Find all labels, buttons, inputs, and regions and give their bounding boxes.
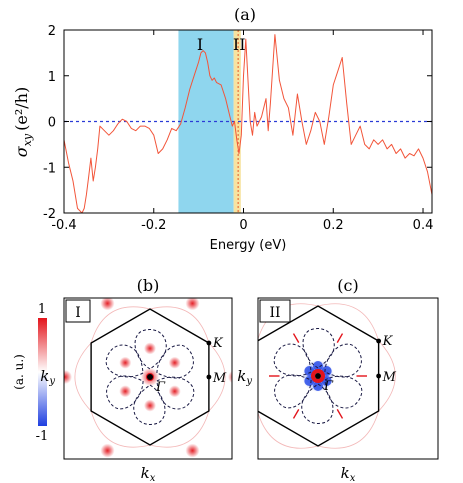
- brillouin-zone-c: [258, 305, 380, 447]
- map-frame-b: [63, 297, 233, 460]
- y-axis-label-b: ky: [40, 367, 55, 387]
- gamma-label-c: Γ: [323, 379, 334, 394]
- panel-c-label: (c): [337, 276, 358, 295]
- panel-c: (c) II K M Γ kx ky: [237, 276, 439, 483]
- x-tick-label: -0.2: [141, 218, 166, 233]
- region-box-b: [65, 299, 91, 323]
- gamma-point-b: [147, 374, 153, 380]
- x-tick-label: 0: [239, 218, 247, 233]
- region-tag-c: II: [269, 305, 280, 321]
- x-axis-label-b: kx: [141, 464, 156, 483]
- y-tick-label: -1: [43, 161, 56, 176]
- k-point-c: [376, 338, 382, 344]
- region-shading: [178, 30, 241, 213]
- colorbar-min-label: -1: [36, 429, 49, 444]
- x-tick-label: -0.4: [51, 218, 76, 233]
- y-axis-label-sub: xy: [21, 133, 34, 146]
- m-label-b: M: [212, 371, 227, 386]
- region-box-c: [259, 299, 291, 323]
- gamma-label-b: Γ: [155, 380, 166, 395]
- region-1-band: [178, 30, 234, 213]
- x-tick-label: 0.4: [413, 218, 434, 233]
- x-axis-ticks: -0.4 -0.2 0 0.2 0.4: [51, 30, 433, 233]
- m-point-b: [206, 374, 212, 380]
- region-2-label: II: [233, 35, 246, 54]
- y-tick-label: 0: [48, 116, 56, 131]
- panel-b-label: (b): [137, 276, 160, 295]
- k-label-c: K: [382, 334, 394, 349]
- region-tag-b: I: [75, 305, 81, 321]
- y-axis-ticks: -2 -1 0 1 2: [43, 24, 432, 222]
- x-tick-label: 0.2: [323, 218, 344, 233]
- y-tick-label: 2: [48, 24, 56, 39]
- berry-curvature-map-c: [258, 298, 438, 459]
- colorbar: 1 -1 (a. u.): [12, 302, 48, 444]
- panel-a-label: (a): [234, 5, 256, 24]
- colorbar-max-label: 1: [38, 302, 46, 317]
- sigma-xy-series: [64, 34, 432, 213]
- x-axis-label: Energy (eV): [210, 238, 287, 253]
- y-tick-label: -2: [43, 207, 56, 222]
- region-labels: I II: [197, 35, 246, 54]
- gamma-point-c: [315, 373, 321, 379]
- y-axis-label-unit: (e²/h): [12, 87, 31, 131]
- k-label-b: K: [212, 336, 224, 351]
- colorbar-gradient: [38, 318, 47, 426]
- m-point-c: [376, 373, 382, 379]
- y-axis-label: σxy (e²/h): [12, 87, 34, 157]
- region-2-band: [233, 30, 241, 213]
- brillouin-zone-b: [90, 308, 210, 446]
- region-1-label: I: [197, 35, 203, 54]
- map-frame-c: [257, 297, 439, 460]
- y-tick-label: 1: [48, 70, 56, 85]
- y-axis-label-c: ky: [237, 367, 252, 387]
- sigma-xy-line: [64, 34, 432, 213]
- k-point-b: [206, 340, 212, 346]
- x-axis-label-c: kx: [341, 464, 356, 483]
- colorbar-unit-label: (a. u.): [12, 354, 26, 390]
- panel-b: (b) I K M Γ kx ky: [40, 276, 233, 483]
- m-label-c: M: [382, 370, 397, 385]
- y-axis-label-main: σ: [12, 145, 31, 157]
